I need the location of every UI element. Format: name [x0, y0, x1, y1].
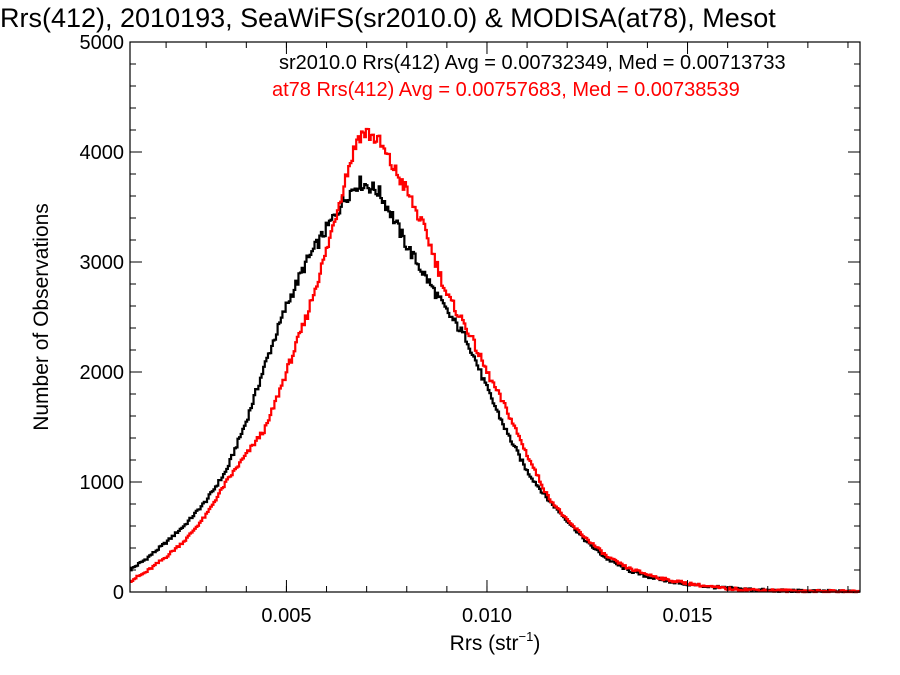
- chart-title: Rrs(412), 2010193, SeaWiFS(sr2010.0) & M…: [0, 3, 776, 33]
- y-tick-label-5: 5000: [80, 32, 125, 54]
- y-tick-label-3: 3000: [80, 252, 125, 274]
- plot-frame: [129, 41, 861, 593]
- x-axis-title-text: Rrs (str: [450, 632, 519, 655]
- y-tick-label-2: 2000: [80, 362, 125, 384]
- y-tick-label-4: 4000: [80, 142, 125, 164]
- x-axis-title: Rrs (str−1): [450, 629, 541, 655]
- legend-entry-sr2010: sr2010.0 Rrs(412) Avg = 0.00732349, Med …: [279, 52, 786, 74]
- x-tick-label-0: 0.005: [261, 605, 311, 627]
- series-layer: [130, 127, 860, 594]
- x-tick-label-2: 0.015: [662, 605, 712, 627]
- x-axis-title-close: ): [533, 632, 540, 655]
- x-axis-title-superscript: −1: [519, 629, 534, 644]
- y-axis-title: Number of Observations: [30, 203, 53, 431]
- legend-entry-at78: at78 Rrs(412) Avg = 0.00757683, Med = 0.…: [272, 79, 740, 101]
- y-tick-label-1: 1000: [80, 472, 125, 494]
- y-tick-label-0: 0: [113, 582, 124, 604]
- x-tick-label-1: 0.010: [462, 605, 512, 627]
- tick-layer: [130, 41, 860, 593]
- histogram-series-1: [130, 127, 860, 594]
- label-layer: 0.005 0.010 0.015 0 1000 2000 3000 4000 5000: [80, 32, 713, 627]
